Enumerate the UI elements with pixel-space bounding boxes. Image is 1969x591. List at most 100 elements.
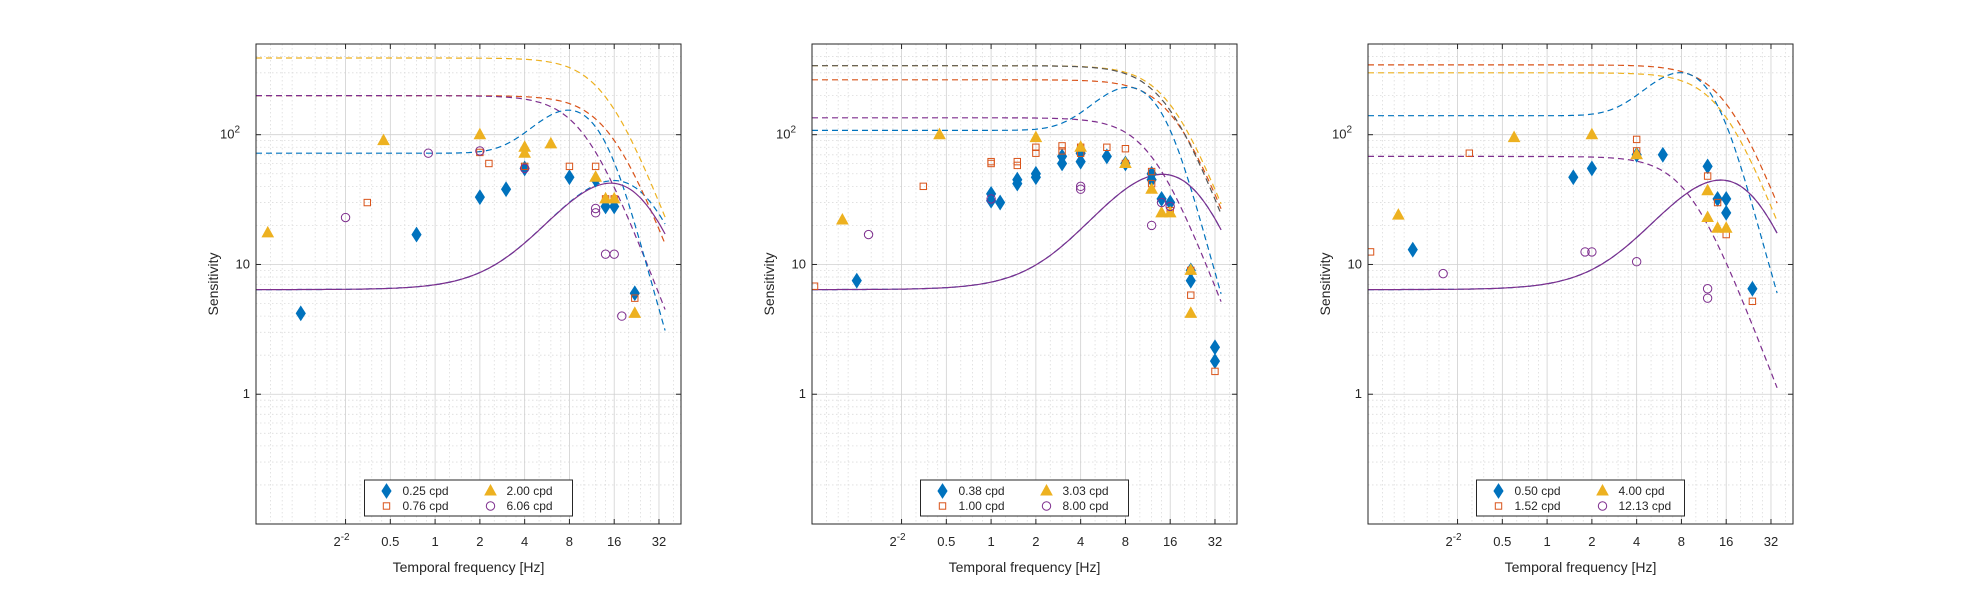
data-point <box>1013 161 1021 170</box>
chart-panel-3: 2-2 0.5 1 2 4 8 16 32 1 10 102 Temporal frequency [… <box>1317 43 1794 575</box>
model-curve-series-2 <box>812 79 1222 209</box>
legend-marker <box>1596 483 1609 496</box>
legend-box <box>920 479 1129 517</box>
data-point <box>1585 127 1599 140</box>
data-point <box>1586 160 1597 177</box>
data-point <box>1165 201 1175 212</box>
data-point <box>1702 284 1713 294</box>
data-point <box>1580 247 1590 257</box>
legend-marker <box>382 502 391 510</box>
data-points <box>812 127 1221 376</box>
data-point <box>987 159 995 168</box>
x-tick-label: 8 <box>1678 534 1685 549</box>
model-curve-extra-3 <box>812 65 1222 215</box>
y-axis-label: Sensitivity <box>205 252 221 315</box>
legend-marker <box>1493 483 1504 499</box>
data-point <box>473 127 487 140</box>
data-point <box>995 194 1006 211</box>
data-point <box>617 311 627 321</box>
x-tick-label: 1 <box>431 534 438 549</box>
legend: 0.38 cpd 3.03 cpd 1.00 cpd 8.00 cpd <box>920 479 1129 517</box>
data-point <box>1029 130 1043 143</box>
data-point <box>520 162 529 171</box>
data-point <box>1187 291 1195 299</box>
data-point <box>1075 153 1086 170</box>
x-tick-label: 4 <box>521 534 528 549</box>
data-point <box>377 133 390 146</box>
data-point <box>1013 157 1021 166</box>
y-tick-label: 102 <box>1332 125 1352 142</box>
x-tick-label: 32 <box>652 534 666 549</box>
legend-box <box>364 479 573 517</box>
data-point <box>591 162 600 171</box>
x-tick-label: 2-2 <box>889 532 906 549</box>
data-point <box>1030 169 1041 186</box>
data-point <box>1121 145 1130 153</box>
data-point <box>1630 147 1643 160</box>
x-tick-label: 32 <box>1764 534 1778 549</box>
legend-label: 6.06 cpd <box>507 499 553 513</box>
model-curve-extra-2 <box>1368 179 1778 291</box>
legend-label: 12.13 cpd <box>1619 499 1672 513</box>
data-point <box>631 294 639 302</box>
y-tick-label: 10 <box>1348 256 1362 271</box>
legend-label: 0.76 cpd <box>403 499 449 513</box>
legend-marker <box>485 501 496 511</box>
model-curve-series-3 <box>256 57 666 218</box>
x-tick-label: 8 <box>566 534 573 549</box>
data-point <box>500 181 512 198</box>
data-point <box>1438 268 1448 279</box>
x-tick-label: 0.5 <box>937 534 955 549</box>
data-point <box>628 306 642 318</box>
legend-marker <box>1494 502 1503 510</box>
y-tick-label: 1 <box>1355 386 1362 401</box>
data-point <box>1657 146 1668 163</box>
data-point <box>1507 130 1521 143</box>
legend-marker <box>937 483 948 499</box>
legend-label: 8.00 cpd <box>1063 499 1109 513</box>
x-axis-label: Temporal frequency [Hz] <box>393 559 545 575</box>
model-curve-extra-1 <box>1368 72 1778 294</box>
y-tick-label: 1 <box>799 386 806 401</box>
chart-panel-1: 2-2 0.5 1 2 4 8 16 32 1 10 102 Temporal frequency [… <box>205 43 682 575</box>
data-point <box>565 162 574 171</box>
data-point <box>1184 306 1198 318</box>
data-point <box>1701 210 1714 223</box>
data-point <box>590 203 601 214</box>
data-point <box>1701 183 1714 196</box>
data-point <box>607 191 621 204</box>
legend-label: 0.38 cpd <box>959 484 1005 498</box>
data-point <box>629 285 640 302</box>
data-point <box>1368 248 1375 256</box>
data-point <box>423 148 433 158</box>
data-point <box>1075 181 1086 192</box>
data-point <box>544 136 558 149</box>
data-point <box>1721 204 1732 221</box>
data-point <box>812 282 819 290</box>
legend-marker <box>1041 501 1052 511</box>
data-point <box>475 146 485 156</box>
data-point <box>1631 257 1642 267</box>
x-tick-label: 1 <box>1543 534 1550 549</box>
data-point <box>609 249 619 259</box>
data-points <box>1368 127 1758 306</box>
data-point <box>1465 149 1474 157</box>
legend-marker <box>1040 483 1053 496</box>
y-tick-label: 10 <box>236 256 250 271</box>
axes: 2-2 0.5 1 2 4 8 16 32 1 10 102 <box>1332 43 1794 549</box>
data-point <box>1719 221 1733 233</box>
data-point <box>1147 167 1156 176</box>
data-point <box>1163 205 1177 218</box>
data-point <box>919 182 927 191</box>
x-tick-label: 2 <box>476 534 483 549</box>
model-curve-extra-1 <box>812 86 1222 294</box>
legend-label: 2.00 cpd <box>507 484 553 498</box>
data-point <box>986 192 997 209</box>
data-point <box>1156 197 1167 208</box>
axes-box <box>811 43 1238 525</box>
y-tick-label: 102 <box>776 125 796 142</box>
data-point <box>261 225 275 238</box>
data-point <box>1211 367 1219 376</box>
data-point <box>363 198 371 207</box>
